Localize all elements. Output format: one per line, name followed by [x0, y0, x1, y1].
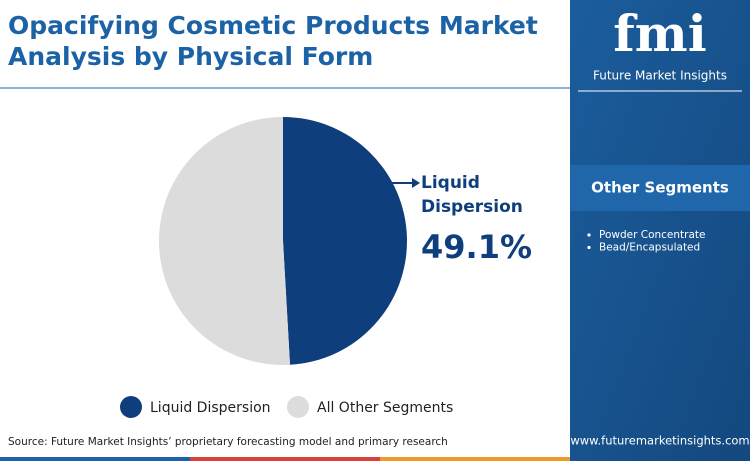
pie-slice	[283, 117, 407, 365]
sidebar-band	[570, 165, 750, 211]
value-label: 49.1%	[421, 228, 533, 266]
legend-label: Liquid Dispersion	[150, 400, 271, 416]
website: www.futuremarketinsights.com	[570, 434, 749, 448]
bullet	[587, 245, 591, 250]
chart-title: Opacifying Cosmetic Products Market Anal…	[8, 11, 538, 71]
bullet	[587, 233, 591, 237]
legend-label: All Other Segments	[317, 400, 453, 416]
logo: fmi	[613, 4, 706, 63]
sidebar	[570, 0, 750, 461]
brand-name: Future Market Insights	[593, 69, 727, 83]
sidebar-title: Other Segments	[591, 179, 729, 197]
legend-swatch	[120, 396, 142, 418]
callout-arrow	[412, 178, 420, 188]
stripe	[0, 457, 190, 461]
legend-swatch	[287, 396, 309, 418]
pie-slice	[158, 117, 291, 365]
sidebar-item: Bead/Encapsulated	[599, 242, 700, 254]
sidebar-item: Powder Concentrate	[599, 229, 706, 241]
stripe	[380, 457, 570, 461]
source: Source: Future Market Insights’ propriet…	[8, 436, 448, 448]
stripe	[190, 457, 380, 461]
callout-label: Liquid Dispersion	[421, 173, 523, 217]
